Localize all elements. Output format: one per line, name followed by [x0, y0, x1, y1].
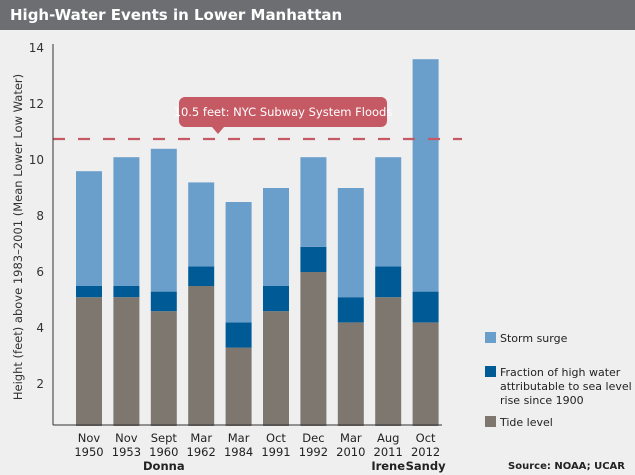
x-tick-month: Oct	[416, 431, 436, 445]
bar-segment-tide	[300, 272, 327, 426]
bar-segment-storm	[300, 157, 327, 247]
bar-segment-fraction	[113, 286, 140, 298]
y-tick-label: 2	[36, 377, 44, 391]
legend-label: rise since 1900	[500, 394, 584, 407]
bar-segment-tide	[412, 322, 439, 426]
bar-segment-storm	[337, 188, 364, 298]
x-tick-year: 1953	[112, 445, 141, 459]
x-tick-month: Sept	[151, 431, 178, 445]
bar-segment-fraction	[225, 322, 252, 348]
chart-title: High-Water Events in Lower Manhattan	[0, 0, 635, 30]
x-tick-year: 1962	[187, 445, 216, 459]
x-tick-storm-name: Donna	[143, 459, 185, 473]
bar-segment-fraction	[76, 286, 102, 298]
bar-segment-storm	[113, 157, 140, 286]
legend-swatch	[485, 416, 496, 427]
x-tick-year: 2012	[411, 445, 440, 459]
y-tick-label: 4	[36, 321, 44, 335]
x-tick-year: 2010	[336, 445, 365, 459]
bar-segment-fraction	[150, 291, 177, 312]
y-tick-label: 6	[36, 265, 44, 279]
x-tick-month: Mar	[228, 431, 250, 445]
x-tick-year: 1991	[261, 445, 290, 459]
bar-segment-storm	[76, 171, 102, 286]
bar-segment-storm	[225, 202, 252, 323]
x-tick-month: Mar	[190, 431, 212, 445]
bar-segment-fraction	[412, 291, 439, 323]
bar-segment-storm	[375, 157, 402, 267]
bar-segment-storm	[412, 59, 439, 292]
x-tick-year: 1992	[299, 445, 328, 459]
bar-segment-fraction	[188, 266, 215, 286]
bar-segment-storm	[263, 188, 289, 286]
bar-segment-tide	[76, 297, 102, 426]
y-axis-label: Height (feet) above 1983–2001 (Mean Lowe…	[11, 74, 25, 400]
threshold-label: 10.5 feet: NYC Subway System Floods	[174, 105, 393, 119]
bar-segment-fraction	[263, 286, 289, 312]
x-tick-storm-name: Sandy	[406, 459, 446, 473]
y-tick-label: 8	[36, 209, 44, 223]
y-tick-label: 12	[29, 97, 44, 111]
bar-segment-tide	[337, 322, 364, 426]
legend-label: Fraction of high water	[500, 366, 621, 379]
x-tick-storm-name: Irene	[371, 459, 405, 473]
x-tick-month: Oct	[266, 431, 286, 445]
legend-label: Tide level	[499, 416, 553, 429]
legend-swatch	[485, 366, 496, 377]
source-note: Source: NOAA; UCAR	[508, 461, 625, 472]
threshold-callout	[179, 97, 387, 134]
bar-segment-storm	[150, 148, 177, 292]
bar-segment-tide	[225, 347, 252, 426]
x-tick-month: Nov	[115, 431, 138, 445]
x-tick-year: 1950	[74, 445, 103, 459]
bar-segment-tide	[188, 286, 215, 426]
bar-segment-tide	[150, 311, 177, 426]
x-tick-year: 1960	[149, 445, 178, 459]
x-tick-month: Aug	[377, 431, 399, 445]
bar-segment-fraction	[337, 297, 364, 323]
bar-segment-tide	[375, 297, 402, 426]
x-tick-month: Dec	[302, 431, 324, 445]
y-tick-label: 10	[29, 153, 44, 167]
y-tick-label: 14	[29, 41, 44, 55]
legend-swatch	[485, 332, 496, 343]
x-tick-year: 2011	[374, 445, 403, 459]
legend-label: Storm surge	[500, 332, 568, 345]
bar-segment-storm	[188, 182, 215, 267]
bar-segment-tide	[263, 311, 289, 426]
bar-segment-tide	[113, 297, 140, 426]
x-tick-year: 1984	[224, 445, 253, 459]
bar-segment-fraction	[375, 266, 402, 298]
legend-label: attributable to sea level	[500, 380, 632, 393]
x-tick-month: Nov	[78, 431, 101, 445]
x-tick-month: Mar	[340, 431, 362, 445]
bar-segment-fraction	[300, 246, 327, 272]
